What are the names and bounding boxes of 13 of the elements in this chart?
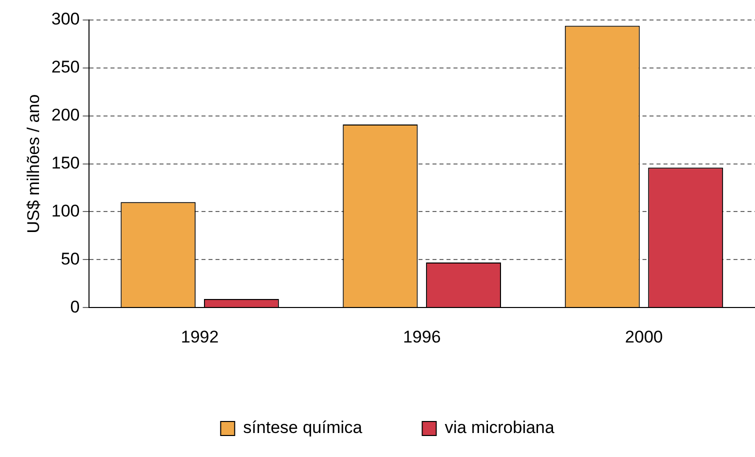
legend-label: síntese química	[243, 418, 363, 438]
y-tick-label: 200	[51, 106, 80, 125]
x-tick-label: 2000	[625, 327, 663, 346]
y-axis-title: US$ milhões / ano	[24, 94, 43, 234]
y-tick-label: 150	[51, 153, 80, 172]
x-tick-label: 1996	[402, 327, 441, 346]
x-tick-label: 1992	[180, 327, 219, 346]
y-tick-label: 50	[60, 249, 80, 268]
y-tick-label: 0	[70, 297, 80, 316]
y-tick-label: 100	[51, 201, 80, 220]
y-tick-label: 300	[51, 10, 80, 29]
y-tick-label: 250	[51, 58, 80, 77]
legend-label: via microbiana	[444, 418, 555, 438]
